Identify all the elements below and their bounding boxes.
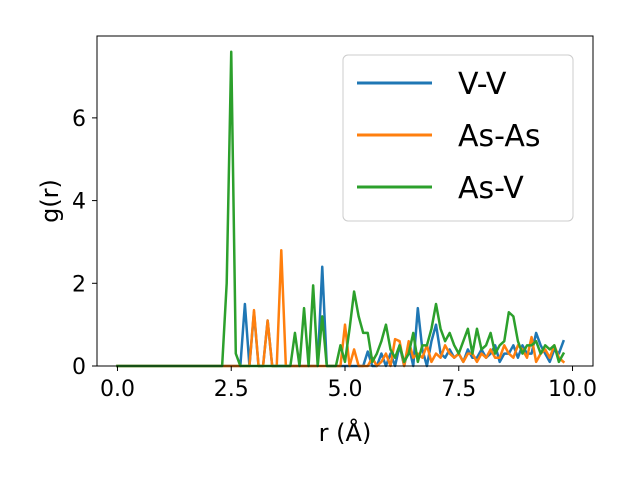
x-tick-label: 5.0: [328, 377, 363, 402]
legend: V-V As-As As-V: [342, 54, 574, 222]
x-tick-label: 10.0: [548, 377, 597, 402]
x-tick-label: 2.5: [214, 377, 249, 402]
y-tick-label: 0: [72, 355, 86, 380]
x-tick-label: 0.0: [100, 377, 135, 402]
y-tick-label: 6: [72, 107, 86, 132]
x-tick-label: 7.5: [441, 377, 476, 402]
legend-label-v-v: V-V: [458, 67, 507, 102]
y-axis-label: g(r): [36, 179, 64, 223]
x-axis-ticks: 0.0 2.5 5.0 7.5 10.0: [100, 366, 597, 402]
y-tick-label: 4: [72, 190, 86, 215]
x-axis-label: r (Å): [319, 418, 372, 447]
legend-box: [342, 54, 574, 222]
y-tick-label: 2: [72, 272, 86, 297]
legend-items: V-V As-As As-V: [357, 67, 540, 206]
legend-label-as-as: As-As: [458, 119, 540, 154]
y-axis-ticks: 0 2 4 6: [72, 107, 97, 380]
legend-label-as-v: As-V: [458, 171, 524, 206]
